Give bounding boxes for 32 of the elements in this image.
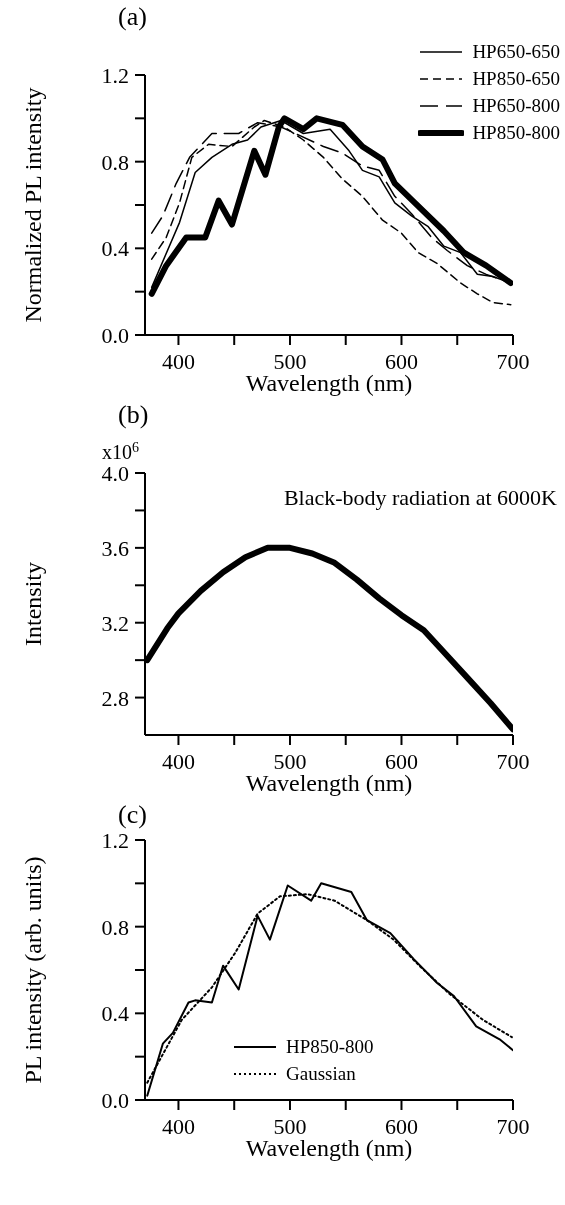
y-tick-label: 1.2 xyxy=(101,828,129,853)
annotation: Black-body radiation at 6000K xyxy=(283,485,557,511)
y-tick-label: 2.8 xyxy=(101,685,129,711)
legend-label: HP850-650 xyxy=(472,67,560,90)
y-tick-label: 0.0 xyxy=(101,1088,129,1113)
x-tick-label: 400 xyxy=(161,749,195,774)
y-axis-title: Intensity xyxy=(19,562,46,646)
legend-label: HP850-800 xyxy=(286,1035,374,1058)
chart-title: (a) xyxy=(118,2,147,32)
x-tick-label: 700 xyxy=(496,349,530,374)
y-tick-label: 0.8 xyxy=(101,149,129,175)
x-tick-label: 400 xyxy=(161,1114,195,1139)
x-tick-label: 700 xyxy=(496,749,530,774)
chart-title: (b) xyxy=(118,400,149,430)
y-tick-label: 1.2 xyxy=(101,63,129,88)
y-axis-title: PL intensity (arb. units) xyxy=(19,856,46,1084)
y-tick-label: 3.2 xyxy=(101,610,129,636)
legend-label: Gaussian xyxy=(286,1062,356,1085)
y-tick-label: 0.8 xyxy=(101,914,129,940)
x-tick-label: 400 xyxy=(161,349,195,374)
legend-label: HP850-800 xyxy=(472,121,560,144)
chart-title: (c) xyxy=(118,800,147,830)
y-tick-label: 4.0 xyxy=(101,461,129,486)
y-tick-label: 0.4 xyxy=(101,1001,129,1027)
y-tick-label: 0.0 xyxy=(101,323,129,348)
x-tick-label: 700 xyxy=(496,1114,530,1139)
y-tick-label: 0.4 xyxy=(101,236,129,262)
text: x10$^{6}$ xyxy=(102,439,139,463)
legend-label: HP650-650 xyxy=(472,40,560,63)
y-axis-title: Normalized PL intensity xyxy=(19,87,46,323)
legend-label: HP650-800 xyxy=(472,94,560,117)
y-tick-label: 3.6 xyxy=(101,535,129,561)
